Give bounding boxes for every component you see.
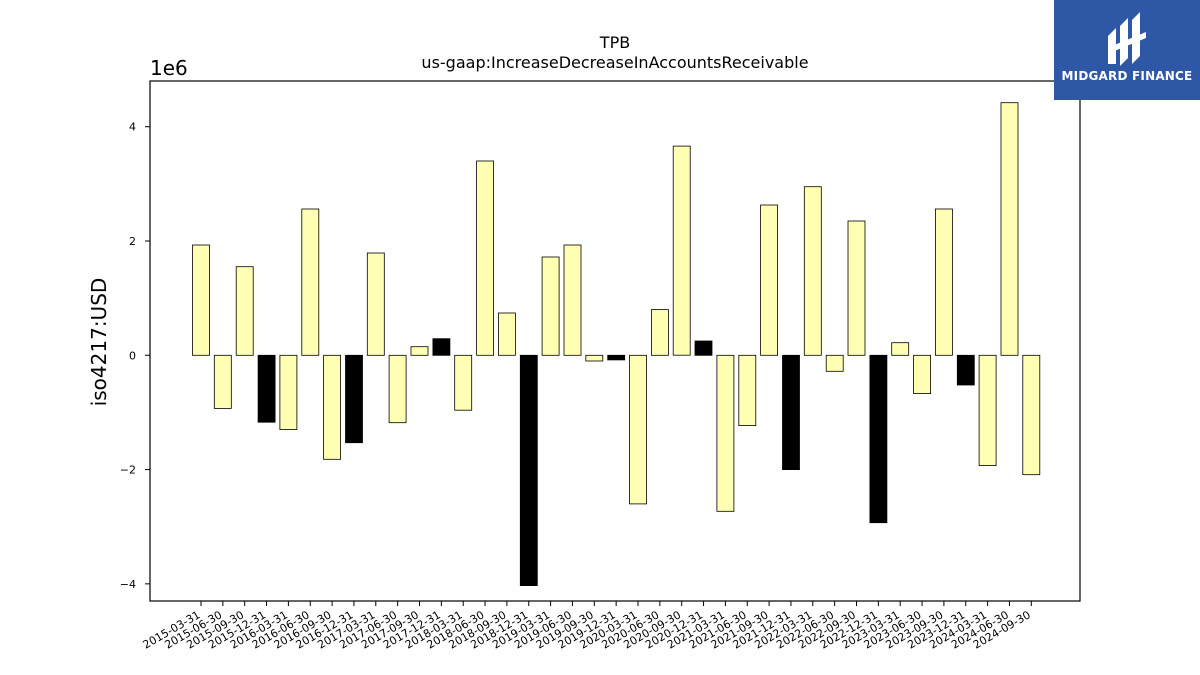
bar-2017-12-31 [432, 338, 451, 356]
bar-2015-03-31 [192, 244, 210, 356]
bar-2024-09-30 [1022, 354, 1041, 476]
midgard-logo-icon [1108, 12, 1146, 66]
bar-2018-09-30 [497, 312, 516, 356]
bar-2020-03-31 [629, 354, 647, 505]
bar-2021-12-31 [782, 354, 800, 470]
bar-2024-03-31 [978, 354, 997, 466]
bar-2020-12-31 [694, 340, 713, 356]
y-tick-label: 2 [129, 235, 136, 248]
y-tick-label: 0 [129, 349, 136, 362]
bar-2018-03-31 [454, 354, 473, 411]
bar-2016-12-31 [345, 354, 363, 444]
bar-2023-12-31 [956, 354, 975, 386]
bar-2015-12-31 [257, 354, 276, 423]
bar-2017-09-30 [410, 346, 429, 356]
x-ticks-group: 2015-03-312015-06-302015-09-302015-12-31… [141, 601, 1033, 652]
y-scale-label: 1e6 [150, 56, 188, 80]
bar-2022-03-31 [803, 186, 822, 356]
bar-2018-12-31 [519, 354, 538, 586]
bar-2021-09-30 [760, 204, 778, 356]
y-ticks-group: −4 −2 0 2 4 [120, 121, 150, 591]
chart-title: TPB [599, 33, 630, 52]
bar-2019-06-30 [563, 244, 582, 356]
bar-2016-06-30 [301, 208, 320, 356]
bar-2020-06-30 [651, 309, 669, 356]
bar-2019-03-31 [541, 256, 560, 356]
bar-2021-03-31 [716, 354, 735, 512]
bar-2023-03-31 [891, 342, 910, 356]
bars-group [192, 102, 1041, 586]
bar-2016-03-31 [279, 354, 298, 430]
bar-2019-09-30 [585, 354, 604, 362]
y-tick-label: 4 [129, 121, 136, 134]
bar-2017-06-30 [388, 354, 407, 424]
bar-2023-06-30 [913, 354, 931, 394]
bar-2022-12-31 [869, 354, 888, 524]
plot-frame [149, 80, 1081, 602]
y-tick-label: −4 [120, 578, 136, 591]
bar-2023-09-30 [935, 208, 953, 356]
bar-2022-06-30 [825, 354, 844, 372]
bar-2024-06-30 [1000, 102, 1019, 356]
bar-2015-06-30 [213, 354, 232, 409]
midgard-finance-logo: MIDGARD FINANCE [1054, 0, 1200, 100]
logo-text: MIDGARD FINANCE [1061, 69, 1193, 83]
y-axis-label: iso4217:USD [87, 278, 111, 407]
bar-2019-12-31 [607, 354, 626, 361]
bar-2022-09-30 [847, 220, 866, 356]
bar-2018-06-30 [476, 160, 495, 356]
bar-2021-06-30 [738, 354, 757, 426]
bar-2017-03-31 [366, 252, 385, 356]
bar-2015-09-30 [235, 266, 254, 356]
y-tick-label: −2 [120, 464, 136, 477]
bar-2020-09-30 [672, 145, 691, 356]
chart-subtitle: us-gaap:IncreaseDecreaseInAccountsReceiv… [421, 53, 808, 72]
bar-2016-09-30 [323, 354, 342, 460]
